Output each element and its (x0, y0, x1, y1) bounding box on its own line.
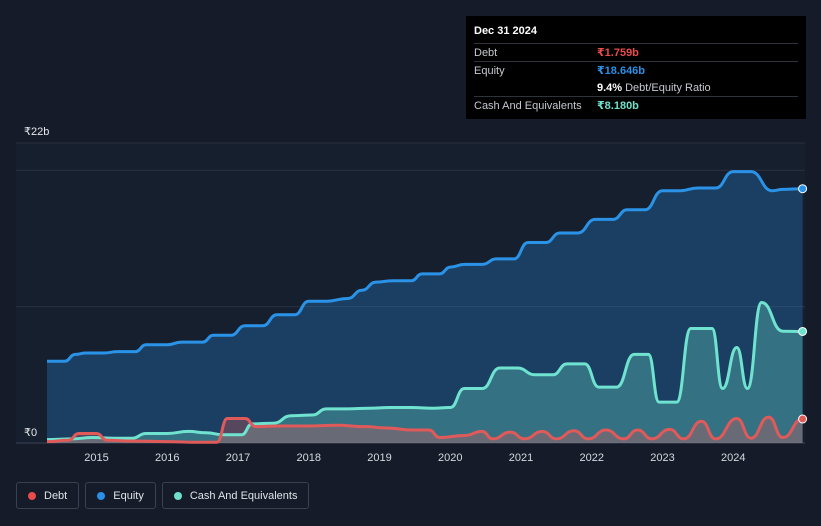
legend-item-debt[interactable]: Debt (16, 482, 80, 509)
legend-label-cash: Cash And Equivalents (189, 489, 298, 502)
tooltip-date: Dec 31 2024 (474, 25, 537, 37)
cash-dot-icon (173, 491, 182, 500)
cash-and-equivalents-line (46, 301, 803, 442)
x-tick-label: 2015 (84, 452, 108, 464)
legend: Debt Equity Cash And Equivalents (16, 482, 310, 509)
tooltip-ratio-value: 9.4% (597, 81, 623, 94)
equity-area (47, 171, 803, 443)
tooltip-equity-label: Equity (474, 64, 505, 77)
x-tick-label: 2023 (650, 452, 674, 464)
y-axis-top-label: ₹22b (24, 126, 49, 138)
x-tick-label: 2024 (721, 452, 745, 464)
legend-item-equity[interactable]: Equity (85, 482, 156, 509)
legend-label-equity: Equity (113, 489, 144, 502)
tooltip-debt-label: Debt (474, 46, 498, 59)
x-tick-label: 2021 (509, 452, 533, 464)
tooltip-debt-value: ₹1.759b (597, 47, 639, 59)
series-endpoints (798, 184, 808, 424)
tooltip-cash-row: Cash And Equivalents ₹8.180b (474, 96, 798, 114)
plot-background (16, 143, 805, 444)
x-tick-label: 2018 (297, 452, 321, 464)
tooltip-ratio-label: Debt/Equity Ratio (625, 81, 711, 94)
tooltip-cash-value: ₹8.180b (597, 100, 639, 112)
tooltip: Dec 31 2024 Debt ₹1.759b Equity ₹18.646b… (466, 16, 806, 119)
tooltip-debt-row: Debt ₹1.759b (474, 43, 798, 61)
equity-endpoint (798, 184, 808, 194)
tooltip-cash-label: Cash And Equivalents (474, 99, 582, 112)
cash-and-equivalents-endpoint (798, 326, 808, 336)
legend-item-cash[interactable]: Cash And Equivalents (161, 482, 310, 509)
debt-line (46, 415, 803, 444)
x-tick-label: 2017 (226, 452, 250, 464)
equity-dot-icon (97, 491, 106, 500)
gridlines (16, 142, 805, 444)
debt-dot-icon (28, 491, 36, 500)
x-axis-ticks: 2015 2016 2017 2018 2019 2020 2021 2022 2023 2024 (84, 452, 745, 464)
x-tick-label: 2020 (438, 452, 462, 464)
equity-line (46, 170, 803, 363)
y-axis-zero-label: ₹0 (24, 427, 37, 439)
series-lines (46, 170, 803, 444)
tooltip-equity-row: Equity ₹18.646b (474, 61, 798, 79)
cash-and-equivalents-area (47, 302, 803, 443)
tooltip-ratio-row: 9.4% Debt/Equity Ratio (474, 79, 798, 96)
x-tick-label: 2019 (367, 452, 391, 464)
x-tick-label: 2022 (580, 452, 604, 464)
tooltip-equity-value: ₹18.646b (597, 65, 646, 77)
x-tick-label: 2016 (155, 452, 179, 464)
debt-endpoint (798, 414, 808, 424)
legend-label-debt: Debt (44, 489, 68, 502)
